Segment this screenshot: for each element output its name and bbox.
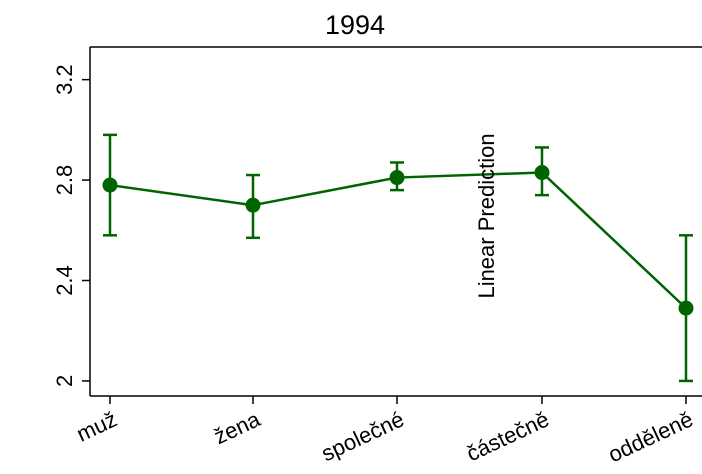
y-tick-label: 2.8	[52, 165, 77, 196]
chart-title: 1994	[325, 10, 385, 40]
data-point	[678, 300, 694, 316]
series-line	[109, 171, 687, 310]
data-point	[245, 197, 261, 213]
annotation-linear-prediction: Linear Prediction	[474, 133, 499, 298]
data-point	[389, 170, 405, 186]
x-tick-label: společné	[317, 406, 407, 466]
data-point	[102, 177, 118, 193]
x-tick-label: žena	[210, 406, 264, 449]
y-tick-label: 3.2	[52, 64, 77, 95]
x-tick-label: částečně	[462, 406, 552, 466]
y-axis-ticks: 2 2.4 2.8 3.2	[52, 64, 90, 387]
series-group	[102, 133, 694, 383]
x-tick-label: muž	[73, 406, 121, 446]
x-tick-label: odděleně	[604, 406, 697, 467]
data-point	[534, 165, 550, 181]
y-tick-label: 2	[52, 375, 77, 387]
x-axis-ticks: muž žena společné částečně odděleně	[73, 396, 697, 467]
y-tick-label: 2.4	[52, 265, 77, 296]
